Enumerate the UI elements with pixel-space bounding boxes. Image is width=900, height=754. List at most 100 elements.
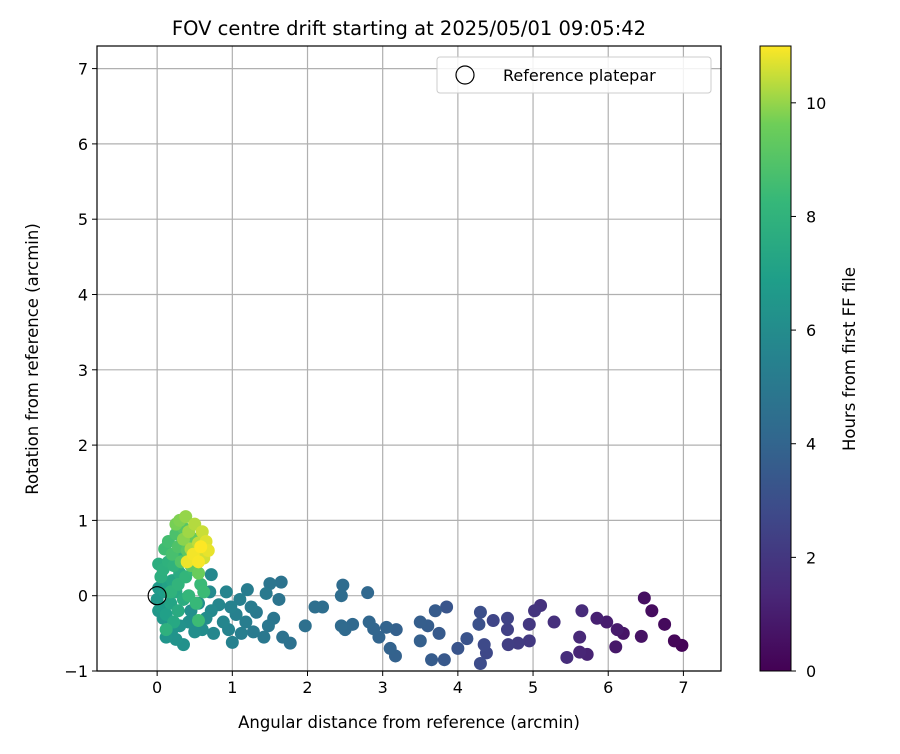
data-point	[240, 583, 254, 597]
data-point	[195, 525, 209, 539]
data-point	[477, 638, 491, 652]
x-tick-label: 7	[678, 678, 688, 697]
data-point	[473, 656, 487, 670]
data-point	[179, 510, 193, 524]
data-point	[274, 575, 288, 589]
colorbar-tick-label: 4	[806, 435, 816, 454]
y-tick-label: 6	[78, 135, 88, 154]
data-point	[191, 555, 205, 569]
data-points	[150, 510, 689, 670]
data-point	[609, 640, 623, 654]
x-axis-label: Angular distance from reference (arcmin)	[238, 713, 580, 732]
data-point	[239, 615, 253, 629]
data-point	[528, 604, 542, 618]
data-point	[334, 589, 348, 603]
y-axis-label: Rotation from reference (arcmin)	[23, 223, 42, 495]
data-point	[413, 615, 427, 629]
data-point	[383, 641, 397, 655]
data-point	[437, 653, 451, 667]
y-tick-label: 5	[78, 210, 88, 229]
data-point	[246, 625, 260, 639]
colorbar-gradient	[759, 45, 792, 672]
x-tick-label: 5	[528, 678, 538, 697]
data-point	[263, 577, 277, 591]
data-point	[169, 632, 183, 646]
data-point	[522, 634, 536, 648]
data-point	[225, 635, 239, 649]
data-point	[216, 615, 230, 629]
data-point	[191, 614, 205, 628]
data-point	[362, 615, 376, 629]
x-tick-label: 1	[227, 678, 237, 697]
chart-title: FOV centre drift starting at 2025/05/01 …	[172, 17, 646, 40]
colorbar-ticks: 0 2 4 6 8 10	[791, 94, 826, 681]
data-point	[298, 619, 312, 633]
data-point	[425, 653, 439, 667]
legend: Reference platepar	[436, 56, 712, 94]
data-point	[413, 634, 427, 648]
data-point	[547, 615, 561, 629]
data-point	[379, 620, 393, 634]
data-point	[334, 619, 348, 633]
data-point	[207, 626, 221, 640]
data-point	[189, 596, 203, 610]
data-point	[500, 623, 514, 637]
data-point	[637, 591, 651, 605]
colorbar-tick-label: 10	[806, 94, 826, 113]
data-point	[272, 592, 286, 606]
data-point	[667, 634, 681, 648]
colorbar: 0 2 4 6 8 10 Hours from first FF file	[759, 45, 859, 681]
data-point	[428, 604, 442, 618]
data-point	[460, 632, 474, 646]
data-point	[645, 604, 659, 618]
data-point	[197, 585, 211, 599]
data-point	[432, 626, 446, 640]
legend-label: Reference platepar	[503, 66, 656, 85]
x-tick-label: 0	[152, 678, 162, 697]
data-point	[261, 619, 275, 633]
data-point	[500, 611, 514, 625]
data-point	[473, 605, 487, 619]
data-point	[259, 586, 273, 600]
data-point	[573, 630, 587, 644]
data-point	[440, 600, 454, 614]
data-point	[560, 650, 574, 664]
data-point	[486, 614, 500, 628]
data-point	[257, 630, 271, 644]
x-tick-label: 4	[453, 678, 463, 697]
data-point	[361, 586, 375, 600]
legend-box	[436, 56, 712, 94]
axis-ticks: 0 1 2 3 4 5 6 7 −1 0 1 2 3 4 5 6 7	[64, 60, 688, 697]
y-tick-label: 4	[78, 285, 88, 304]
data-point	[188, 625, 202, 639]
plot-frame	[96, 45, 722, 672]
data-point	[610, 623, 624, 637]
y-tick-label: 7	[78, 60, 88, 79]
data-point	[522, 617, 536, 631]
data-point	[171, 604, 185, 618]
data-point	[501, 638, 515, 652]
data-point	[194, 540, 208, 554]
data-point	[336, 578, 350, 592]
reference-point	[147, 586, 167, 606]
data-point	[472, 617, 486, 631]
x-tick-label: 3	[378, 678, 388, 697]
grid	[97, 46, 721, 672]
colorbar-tick-label: 6	[806, 321, 816, 340]
data-point	[511, 636, 525, 650]
data-point	[159, 623, 173, 637]
data-point	[244, 600, 258, 614]
colorbar-tick-label: 8	[806, 207, 816, 226]
data-point	[590, 611, 604, 625]
y-tick-label: 3	[78, 361, 88, 380]
data-point	[233, 592, 247, 606]
y-tick-label: 0	[78, 587, 88, 606]
data-point	[191, 566, 205, 580]
colorbar-tick-label: 0	[806, 662, 816, 681]
data-point	[234, 626, 248, 640]
data-point	[573, 645, 587, 659]
data-point	[451, 641, 465, 655]
data-point	[219, 585, 233, 599]
colorbar-label: Hours from first FF file	[840, 267, 859, 451]
data-point	[389, 623, 403, 637]
